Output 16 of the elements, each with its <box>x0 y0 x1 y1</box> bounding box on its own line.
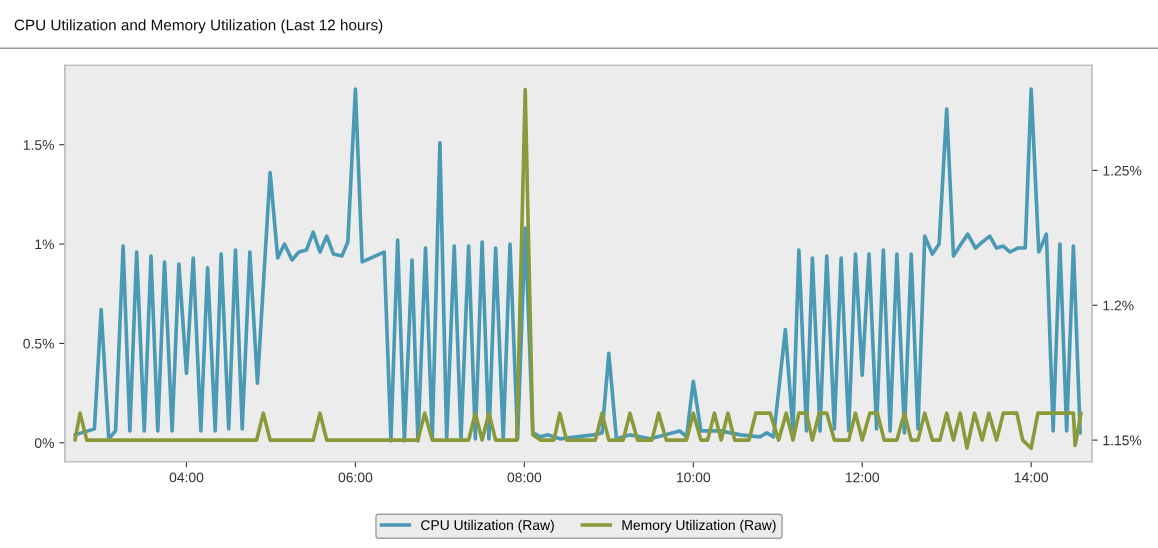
y2-tick-label: 1.2% <box>1103 300 1134 311</box>
legend-label: Memory Utilization (Raw) <box>622 519 776 533</box>
x-tick-label: 10:00 <box>676 472 711 483</box>
y-tick-label: 1.5% <box>23 140 54 150</box>
y2-tick-label: 1.15% <box>1103 435 1142 446</box>
x-tick-label: 04:00 <box>169 472 204 483</box>
y-tick-label: 0.5% <box>23 338 54 349</box>
x-tick-label: 06:00 <box>338 472 373 483</box>
x-tick-label: 12:00 <box>845 472 880 483</box>
x-tick-label: 08:00 <box>507 472 542 483</box>
y-tick-label: 0% <box>34 438 54 448</box>
chart-title: CPU Utilization and Memory Utilization (Last 12 hours) <box>14 19 383 34</box>
y2-tick-label: 1.25% <box>1103 165 1142 176</box>
y-tick-label: 1% <box>35 239 54 250</box>
legend-label: CPU Utilization (Raw) <box>421 519 554 533</box>
x-tick-label: 14:00 <box>1014 472 1049 483</box>
